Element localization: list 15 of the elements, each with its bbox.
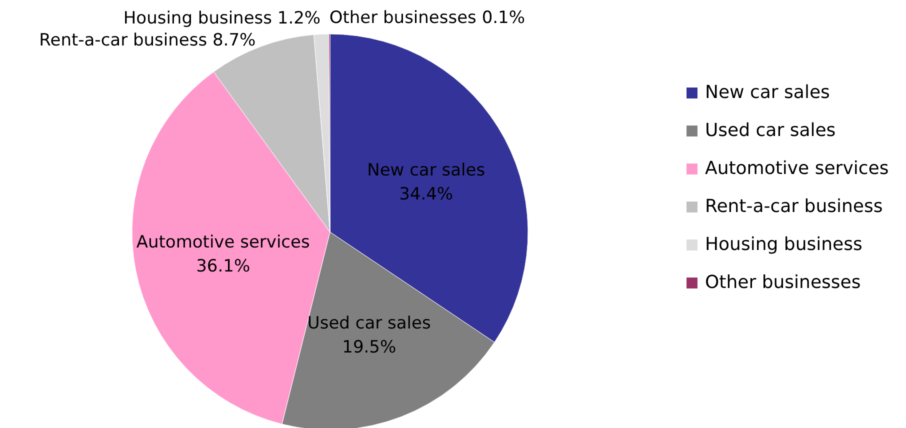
category-label: Rent-a-car business 8.7%	[39, 30, 256, 50]
legend-label: New car sales	[705, 82, 830, 103]
slice-label: Used car sales	[307, 314, 431, 334]
data-label: 19.5%	[342, 338, 396, 358]
legend-label: Used car sales	[705, 120, 836, 141]
category-label: Housing business 1.2%	[123, 8, 321, 28]
legend-label: Rent-a-car business	[705, 196, 883, 217]
slice-label: Automotive services	[136, 232, 310, 253]
category-label: Other businesses 0.1%	[329, 8, 526, 28]
legend-label: Housing business	[705, 234, 862, 255]
data-label: 36.1%	[196, 256, 250, 277]
slice-label: New car sales	[367, 160, 486, 181]
data-label: 34.4%	[399, 184, 454, 205]
legend-label: Other businesses	[705, 272, 861, 293]
legend-label: Automotive services	[705, 158, 889, 179]
